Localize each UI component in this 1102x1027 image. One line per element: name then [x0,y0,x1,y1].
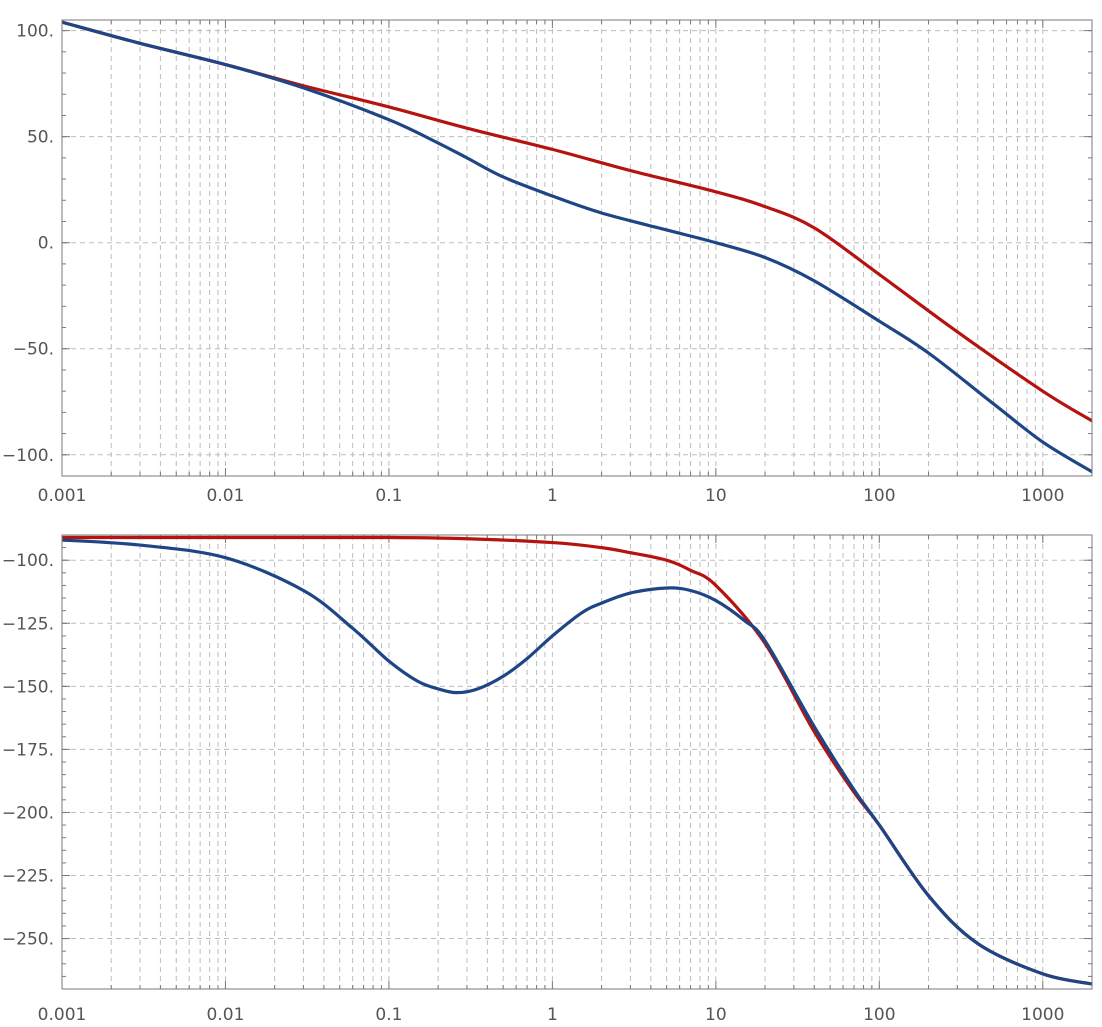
plot-frame [61,19,1093,477]
x-tick-label: 0.01 [207,1005,245,1025]
y-tick-label: 100. [16,22,54,42]
x-tick-label: 0.01 [207,486,245,506]
y-tick-label: −175. [2,740,54,760]
y-tick-label: −50. [13,340,54,360]
series-line [62,535,1092,986]
y-tick-label: −125. [2,614,54,634]
y-tick-label: 50. [27,128,54,148]
y-tick-label: −150. [2,677,54,697]
x-tick-label: 0.1 [375,486,402,506]
x-tick-label: 0.1 [375,1005,402,1025]
y-tick-label: −200. [2,803,54,823]
x-tick-label: 100 [863,486,895,506]
x-tick-label: 10 [705,1005,727,1025]
x-tick-label: 1 [547,486,558,506]
x-tick-label: 0.001 [38,486,87,506]
x-tick-label: 1000 [1021,1005,1064,1025]
x-tick-label: 10 [705,486,727,506]
x-tick-label: 1000 [1021,486,1064,506]
y-tick-label: 0. [38,234,54,254]
y-tick-label: −225. [2,867,54,887]
y-tick-label: −250. [2,930,54,950]
x-tick-label: 100 [863,1005,895,1025]
y-tick-label: −100. [2,551,54,571]
series-line [62,20,1092,474]
series-line [62,538,1092,986]
x-tick-label: 1 [547,1005,558,1025]
phase-panel: −100. −125. −150. −175. −200. −225. −250. 0.001… [2,534,1093,1025]
plot-frame [61,534,1093,990]
x-tick-label: 0.001 [38,1005,87,1025]
y-tick-label: −100. [2,446,54,466]
magnitude-panel: 100. 50. 0. −50. −100. 0.001 0.01 0.1 1 10 100 1000 [2,19,1093,506]
